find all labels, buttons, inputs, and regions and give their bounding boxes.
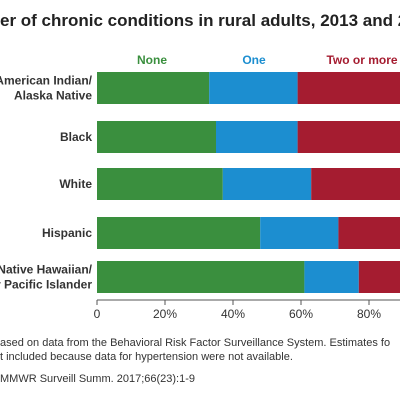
bar-segment [97, 168, 223, 200]
bar-segment [338, 217, 400, 249]
legend-label: Two or more [326, 53, 397, 67]
bar-segment [216, 121, 298, 153]
category-label: Alaska Native [14, 89, 92, 103]
bar-segment [311, 168, 400, 200]
footnote: t included because data for hypertension… [0, 351, 293, 363]
legend-label: None [137, 53, 167, 67]
category-label: American Indian/ [0, 74, 93, 88]
chart-title: er of chronic conditions in rural adults… [0, 11, 400, 30]
x-tick-label: 40% [221, 307, 245, 321]
bar-segment [97, 121, 216, 153]
x-tick-label: 0 [94, 307, 101, 321]
bar-segment [222, 168, 312, 200]
category-label: er Pacific Islander [0, 278, 92, 292]
category-label: Hispanic [42, 226, 92, 240]
x-tick-label: 20% [153, 307, 177, 321]
footnote: ased on data from the Behavioral Risk Fa… [0, 337, 390, 349]
footnote: MMWR Surveill Summ. 2017;66(23):1-9 [0, 373, 195, 385]
bar-segment [97, 217, 261, 249]
bar-segment [260, 217, 339, 249]
category-label: Native Hawaiian/ [0, 263, 93, 277]
bar-segment [97, 261, 305, 293]
bar-segment [304, 261, 359, 293]
bar-segment [358, 261, 400, 293]
category-label: Black [60, 130, 92, 144]
bar-segment [209, 72, 298, 104]
bar-segment [297, 72, 400, 104]
category-label: White [59, 177, 92, 191]
x-tick-label: 60% [289, 307, 313, 321]
bar-segment [97, 72, 210, 104]
bar-segment [297, 121, 400, 153]
x-tick-label: 80% [357, 307, 381, 321]
legend-label: One [242, 53, 266, 67]
